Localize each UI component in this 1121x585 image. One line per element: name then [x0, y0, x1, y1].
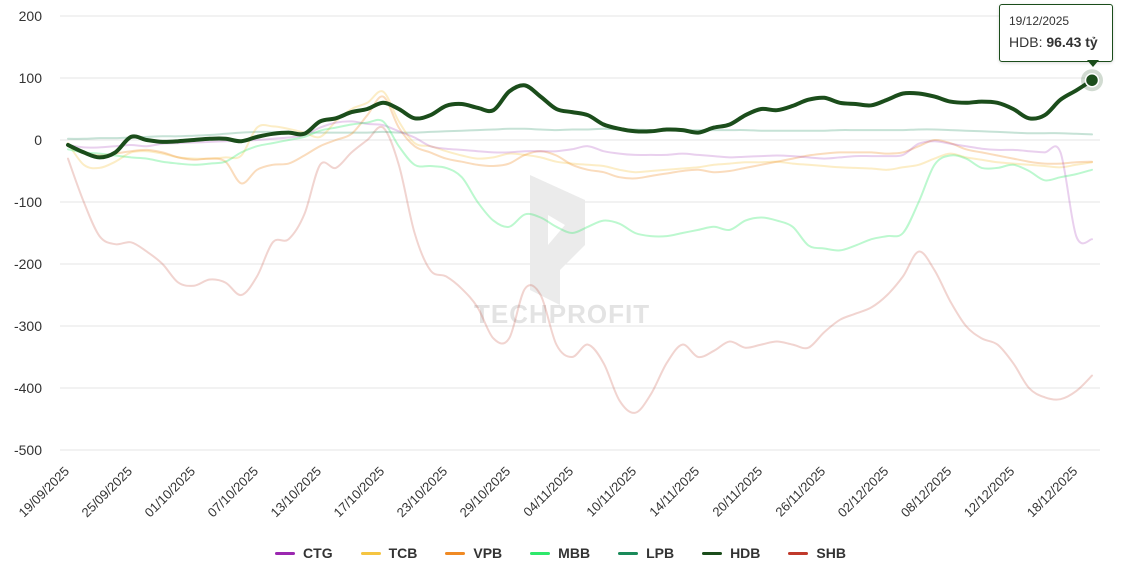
tooltip: 19/12/2025 HDB: 96.43 tỷ — [999, 4, 1113, 62]
tooltip-amount: 96.43 tỷ — [1046, 34, 1098, 50]
x-tick-label: 01/10/2025 — [142, 464, 199, 521]
y-tick-label: 200 — [19, 8, 43, 24]
line-chart: TECHPROFIT 200 100 0 -100 -200 -300 -400 -500 1… — [14, 8, 1103, 521]
series-line-shb[interactable] — [67, 125, 1093, 414]
x-tick-label: 19/09/2025 — [15, 464, 72, 521]
x-tick-label: 10/11/2025 — [583, 464, 639, 520]
tooltip-value: HDB: 96.43 tỷ — [1009, 34, 1098, 50]
tooltip-arrow — [1087, 60, 1099, 67]
series-lines — [66, 78, 1094, 414]
x-tick-label: 02/12/2025 — [835, 464, 892, 521]
y-tick-label: -300 — [14, 318, 42, 334]
legend-item-vpb[interactable]: VPB — [445, 545, 502, 561]
legend-label: VPB — [473, 545, 503, 561]
series-line-hdb[interactable] — [66, 78, 1094, 160]
legend-swatch — [702, 551, 723, 555]
x-axis-ticks: 19/09/2025 25/09/2025 01/10/2025 07/10/2025… — [15, 464, 1080, 521]
x-tick-label: 07/10/2025 — [205, 464, 262, 521]
hover-point[interactable] — [1081, 69, 1103, 92]
x-tick-label: 18/12/2025 — [1024, 464, 1081, 521]
legend-item-shb[interactable]: SHB — [788, 545, 846, 561]
y-tick-label: -200 — [14, 256, 42, 272]
legend-swatch — [445, 551, 466, 555]
legend-swatch — [360, 551, 381, 555]
y-tick-label: -500 — [14, 442, 42, 458]
legend-label: MBB — [558, 545, 591, 561]
legend-item-ctg[interactable]: CTG — [275, 545, 333, 561]
techprofit-watermark: TECHPROFIT — [474, 175, 650, 329]
legend-swatch — [530, 551, 551, 555]
x-tick-label: 25/09/2025 — [79, 464, 136, 521]
hover-point-marker[interactable] — [1084, 72, 1100, 88]
x-tick-label: 12/12/2025 — [961, 464, 1018, 521]
legend-label: TCB — [388, 545, 418, 561]
legend-item-tcb[interactable]: TCB — [360, 545, 418, 561]
legend-label: CTG — [303, 545, 333, 561]
y-tick-label: 0 — [34, 132, 42, 148]
legend-label: HDB — [730, 545, 761, 561]
tooltip-series: HDB — [1009, 34, 1039, 50]
x-tick-label: 13/10/2025 — [268, 464, 325, 521]
legend-item-mbb[interactable]: MBB — [530, 545, 590, 561]
tooltip-date: 19/12/2025 — [1009, 14, 1070, 28]
series-line-lpb[interactable] — [67, 127, 1093, 140]
x-tick-label: 08/12/2025 — [898, 464, 955, 521]
x-tick-label: 14/11/2025 — [646, 464, 702, 520]
legend-item-hdb[interactable]: HDB — [702, 545, 760, 561]
x-tick-label: 20/11/2025 — [709, 464, 765, 520]
y-tick-label: -400 — [14, 380, 42, 396]
x-tick-label: 17/10/2025 — [331, 464, 388, 521]
legend-label: SHB — [816, 545, 846, 561]
x-tick-label: 23/10/2025 — [394, 464, 451, 521]
x-tick-label: 26/11/2025 — [772, 464, 828, 520]
y-axis-ticks: 200 100 0 -100 -200 -300 -400 -500 — [14, 8, 42, 458]
watermark-text: TECHPROFIT — [474, 299, 650, 329]
y-tick-label: -100 — [14, 194, 42, 210]
legend-swatch — [275, 551, 296, 555]
x-tick-label: 04/11/2025 — [520, 464, 576, 520]
legend: CTG TCB VPB MBB LPB HDB SHB — [0, 545, 1121, 561]
series-line-tcb[interactable] — [67, 90, 1093, 174]
series-line-mbb[interactable] — [67, 118, 1093, 252]
y-tick-label: 100 — [19, 70, 43, 86]
legend-label: LPB — [646, 545, 675, 561]
x-tick-label: 29/10/2025 — [457, 464, 514, 521]
legend-swatch — [618, 551, 639, 555]
legend-swatch — [788, 551, 809, 555]
legend-item-lpb[interactable]: LPB — [618, 545, 674, 561]
series-line-vpb[interactable] — [67, 95, 1093, 185]
